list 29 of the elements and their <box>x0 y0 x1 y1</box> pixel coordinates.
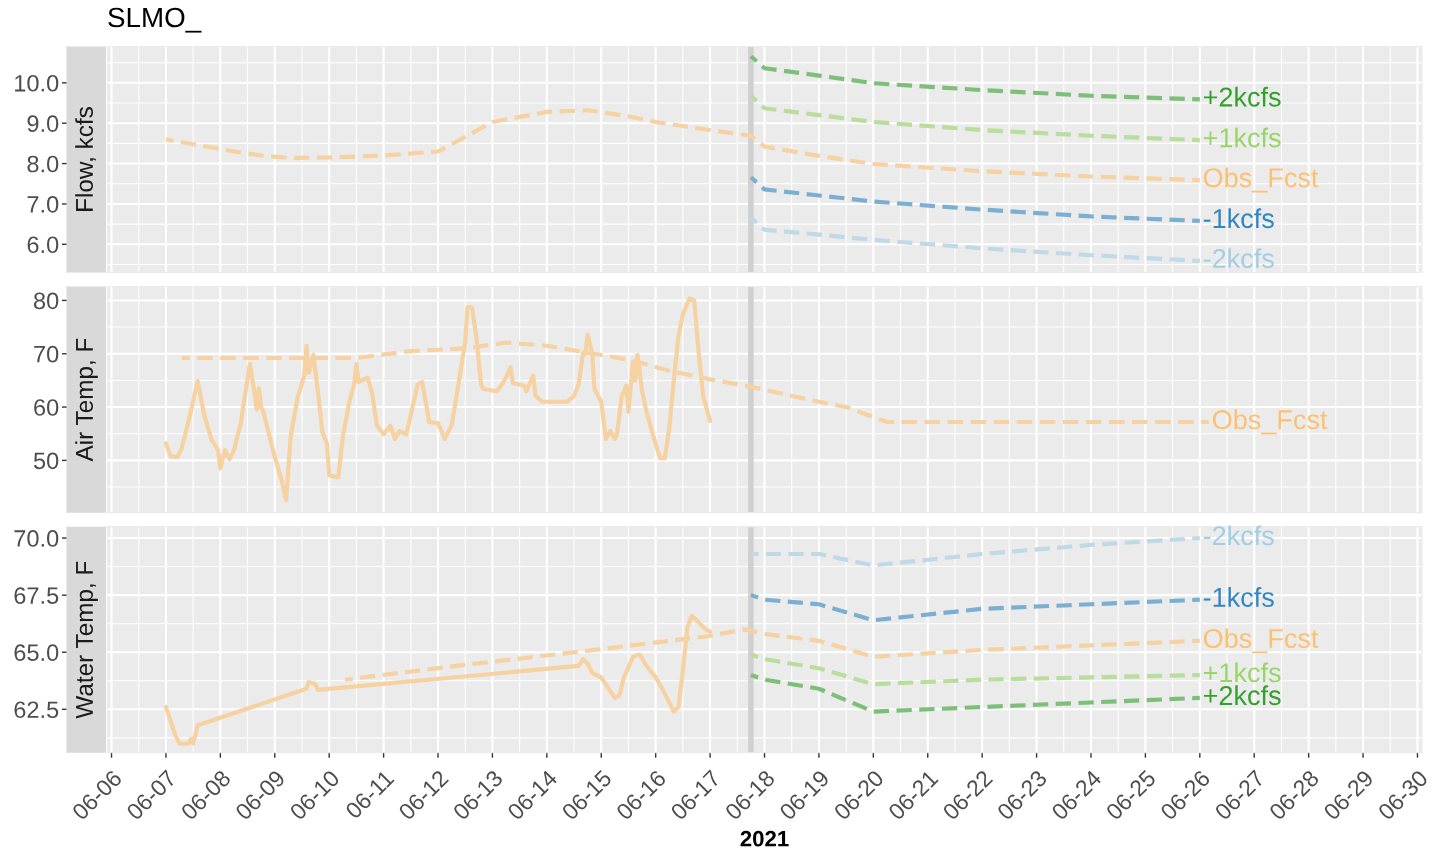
x-axis-title: 2021 <box>740 830 789 847</box>
y-tick-label: 6.0 <box>27 236 59 254</box>
series-label: +2kcfs <box>1203 685 1281 706</box>
series-label: -2kcfs <box>1203 248 1274 269</box>
y-tick-label: 50 <box>33 452 59 470</box>
y-tick-label: 60 <box>34 399 59 416</box>
series-label: +2kcfs <box>1203 86 1281 107</box>
series-label: -1kcfs <box>1203 208 1274 229</box>
chart-title: SLMO_ <box>108 7 202 33</box>
y-axis-title: Water Temp, F <box>76 561 98 719</box>
y-tick-label: 67.5 <box>14 587 59 604</box>
y-axis-title: Air Temp, F <box>75 338 98 462</box>
y-tick-label: 80 <box>33 292 59 310</box>
series-label: Obs_Fcst <box>1203 167 1319 193</box>
series-label: +1kcfs <box>1203 127 1281 148</box>
y-tick-label: 70.0 <box>14 530 59 547</box>
series-label: +1kcfs <box>1203 662 1281 683</box>
series-label: -1kcfs <box>1203 587 1274 607</box>
y-axis-title: Flow, kcfs <box>75 107 96 211</box>
y-tick-label: 7.0 <box>27 196 59 213</box>
y-tick-label: 10.0 <box>15 74 59 92</box>
series-label: Obs_Fcst <box>1203 628 1319 654</box>
y-tick-label: 62.5 <box>14 701 59 719</box>
series-label: -2kcfs <box>1203 525 1274 546</box>
y-tick-label: 9.0 <box>27 115 59 132</box>
y-tick-label: 65.0 <box>14 644 59 662</box>
y-tick-label: 70 <box>34 345 59 363</box>
series-label: Obs_Fcst <box>1212 409 1328 435</box>
y-tick-label: 8.0 <box>27 155 59 173</box>
